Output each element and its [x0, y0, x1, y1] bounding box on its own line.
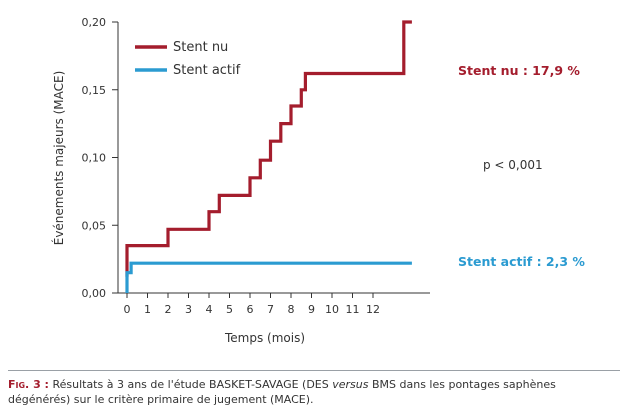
y-tick-label: 0,05 — [82, 219, 107, 232]
mace-step-chart: 0,000,050,100,150,20 0 1 2 3 4 5 6 7 8 9 10 11 12 Év… — [51, 16, 585, 345]
y-axis-title: Événements majeurs (MACE) — [51, 71, 66, 246]
x-tick-label: 0 — [124, 303, 131, 316]
x-tick-label: 9 — [308, 303, 315, 316]
x-tick-label: 4 — [206, 303, 213, 316]
caption-text-after: BMS dans les pontages saphènes dégénérés… — [8, 378, 556, 406]
y-tick-label: 0,10 — [82, 152, 107, 165]
caption-text-before: Résultats à 3 ans de l'étude BASKET-SAVA… — [52, 378, 333, 391]
x-tick-label: 8 — [288, 303, 295, 316]
y-tick-label: 0,00 — [82, 287, 107, 300]
annotation-stent-actif: Stent actif : 2,3 % — [458, 254, 585, 269]
legend-label-stent-nu: Stent nu — [173, 40, 228, 55]
x-tick-label: 11 — [346, 303, 360, 316]
legend: Stent nu Stent actif — [135, 40, 241, 78]
x-tick-label: 10 — [325, 303, 339, 316]
p-value-annotation: p < 0,001 — [483, 158, 543, 172]
series-line-stent-nu — [125, 20, 412, 277]
caption-divider — [8, 370, 620, 371]
y-tick-label: 0,20 — [82, 16, 107, 29]
x-tick-label: 12 — [366, 303, 380, 316]
figure-caption: Fig. 3 : Résultats à 3 ans de l'étude BA… — [8, 377, 620, 407]
y-tick-label: 0,15 — [82, 84, 107, 97]
annotation-stent-nu: Stent nu : 17,9 % — [458, 63, 580, 78]
caption-text-italic: versus — [332, 378, 369, 391]
series-line-stent-actif — [125, 261, 412, 293]
x-tick-label: 3 — [185, 303, 192, 316]
x-tick-label: 1 — [144, 303, 151, 316]
legend-label-stent-actif: Stent actif — [173, 63, 241, 78]
x-axis-title: Temps (mois) — [224, 331, 305, 345]
x-tick-label: 6 — [247, 303, 254, 316]
x-tick-label: 2 — [165, 303, 172, 316]
caption-label: Fig. 3 : — [8, 378, 49, 391]
x-tick-label: 7 — [267, 303, 274, 316]
x-tick-label: 5 — [226, 303, 233, 316]
